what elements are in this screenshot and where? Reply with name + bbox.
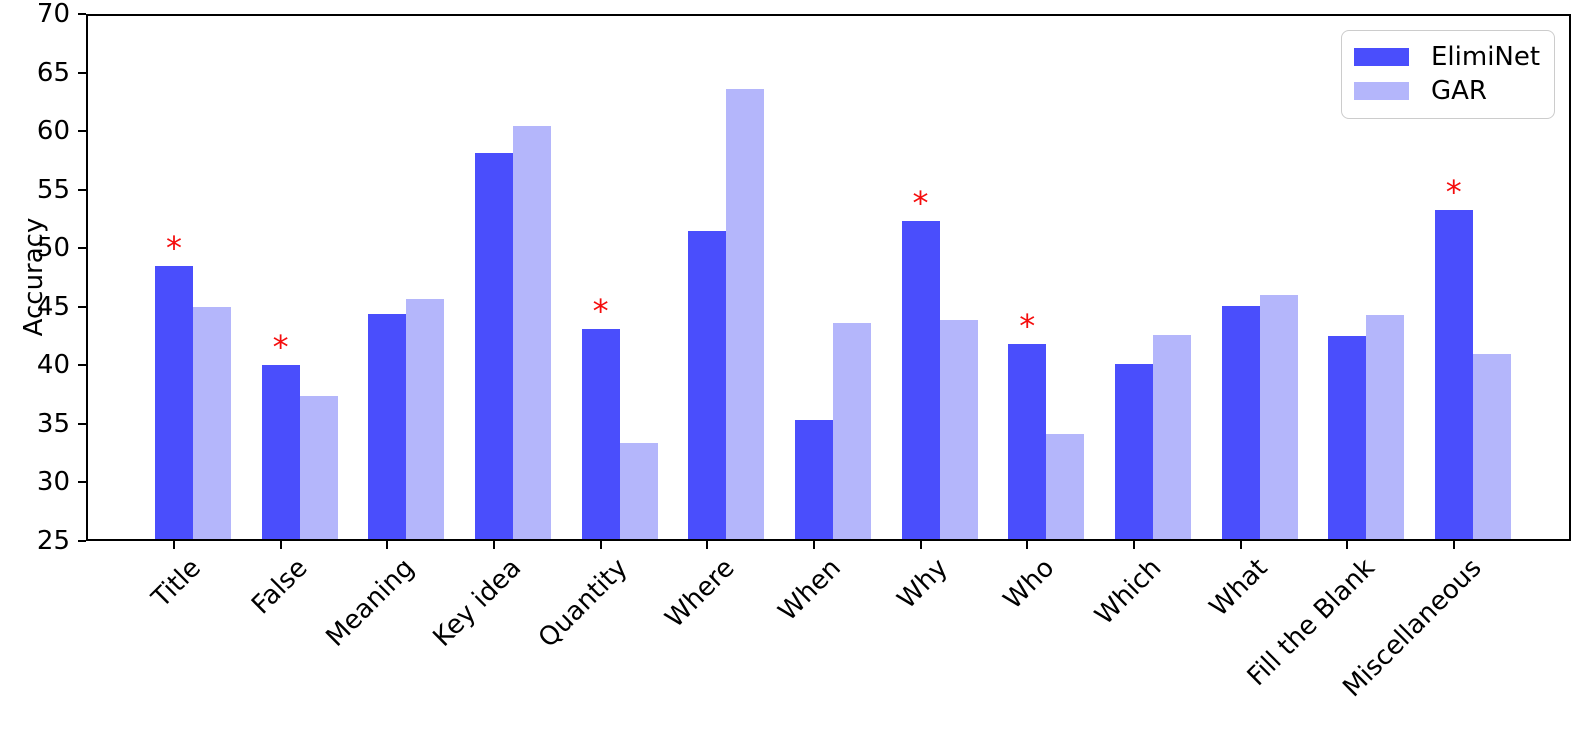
bar-gar-miscellaneous xyxy=(1472,353,1511,541)
y-tick-label-60: 60 xyxy=(36,116,70,147)
y-tick-label-40: 40 xyxy=(36,350,70,381)
x-tick-label-what: What xyxy=(1204,553,1274,623)
bar-eliminet-false xyxy=(261,365,300,541)
y-tick-label-25: 25 xyxy=(36,526,70,556)
x-tick-label-key-idea: Key idea xyxy=(427,553,528,653)
x-tick-mark-what xyxy=(1239,541,1242,549)
x-tick-mark-miscellaneous xyxy=(1452,541,1455,549)
y-tick-label-55: 55 xyxy=(36,174,70,205)
bar-eliminet-fill-the-blank xyxy=(1328,336,1367,541)
bar-eliminet-why xyxy=(901,221,940,541)
x-tick-label-meaning: Meaning xyxy=(320,553,421,653)
bar-gar-fill-the-blank xyxy=(1366,314,1405,541)
significance-star-quantity: * xyxy=(592,292,609,331)
x-tick-label-when: When xyxy=(773,553,848,628)
x-tick-mark-where xyxy=(706,541,709,549)
bar-gar-key-idea xyxy=(512,126,551,541)
bar-gar-meaning xyxy=(406,298,445,541)
significance-star-miscellaneous: * xyxy=(1445,172,1462,211)
x-tick-label-quantity: Quantity xyxy=(533,553,634,654)
bar-gar-why xyxy=(939,319,978,541)
x-tick-mark-who xyxy=(1026,541,1029,549)
x-tick-label-false: False xyxy=(246,553,314,621)
bar-eliminet-miscellaneous xyxy=(1434,209,1473,541)
x-tick-label-which: Which xyxy=(1089,553,1168,631)
significance-star-who: * xyxy=(1019,307,1036,346)
x-tick-mark-when xyxy=(812,541,815,549)
bar-eliminet-title xyxy=(155,265,193,541)
x-tick-mark-fill-the-blank xyxy=(1346,541,1349,549)
x-tick-mark-why xyxy=(919,541,922,549)
significance-star-title: * xyxy=(166,228,182,267)
y-tick-mark-40 xyxy=(78,364,86,367)
y-tick-mark-50 xyxy=(78,247,86,250)
bar-gar-where xyxy=(726,88,765,541)
y-tick-mark-65 xyxy=(78,71,86,74)
y-tick-label-45: 45 xyxy=(36,291,70,322)
y-tick-label-65: 65 xyxy=(36,57,70,88)
bar-gar-quantity xyxy=(619,442,658,541)
significance-star-why: * xyxy=(912,184,929,223)
x-tick-label-where: Where xyxy=(659,553,741,634)
y-tick-mark-70 xyxy=(78,13,86,15)
bar-eliminet-who xyxy=(1008,344,1047,541)
plot-area: * * * * * * xyxy=(86,14,1571,541)
bar-gar-title xyxy=(193,306,231,541)
y-tick-label-35: 35 xyxy=(36,408,70,439)
significance-star-false: * xyxy=(272,328,289,367)
legend-swatch-eliminet xyxy=(1354,48,1409,66)
bar-gar-when xyxy=(832,323,871,541)
y-tick-label-30: 30 xyxy=(36,467,70,498)
legend-item-eliminet: ElimiNet xyxy=(1354,43,1554,71)
y-tick-mark-55 xyxy=(78,188,86,191)
bar-eliminet-when xyxy=(794,420,833,541)
x-tick-label-why: Why xyxy=(891,553,954,615)
x-tick-mark-key-idea xyxy=(492,541,495,549)
x-tick-mark-quantity xyxy=(599,541,602,549)
y-tick-mark-25 xyxy=(78,540,86,542)
legend-item-gar: GAR xyxy=(1354,77,1554,105)
bar-eliminet-meaning xyxy=(368,313,407,541)
bar-gar-which xyxy=(1152,334,1191,541)
y-tick-label-70: 70 xyxy=(36,0,70,29)
y-tick-mark-35 xyxy=(78,422,86,425)
x-tick-label-who: Who xyxy=(998,553,1061,616)
legend-label-eliminet: ElimiNet xyxy=(1431,42,1541,72)
bar-eliminet-where xyxy=(688,230,727,541)
bar-eliminet-quantity xyxy=(581,329,620,541)
y-tick-mark-45 xyxy=(78,305,86,308)
x-tick-mark-meaning xyxy=(386,541,389,549)
bar-gar-what xyxy=(1259,295,1298,541)
x-tick-mark-title xyxy=(173,541,175,549)
y-tick-label-50: 50 xyxy=(36,233,70,264)
y-tick-mark-60 xyxy=(78,130,86,133)
bar-gar-who xyxy=(1046,434,1085,541)
legend-label-gar: GAR xyxy=(1431,76,1487,106)
bar-eliminet-what xyxy=(1221,305,1260,541)
legend: ElimiNet GAR xyxy=(1341,30,1555,119)
bar-gar-false xyxy=(299,395,338,541)
x-tick-label-title: Title xyxy=(146,553,208,614)
bar-eliminet-key-idea xyxy=(474,153,513,541)
bar-eliminet-which xyxy=(1114,364,1153,541)
x-tick-mark-which xyxy=(1132,541,1135,549)
legend-swatch-gar xyxy=(1354,82,1409,100)
x-tick-mark-false xyxy=(279,541,282,549)
y-tick-mark-30 xyxy=(78,481,86,484)
